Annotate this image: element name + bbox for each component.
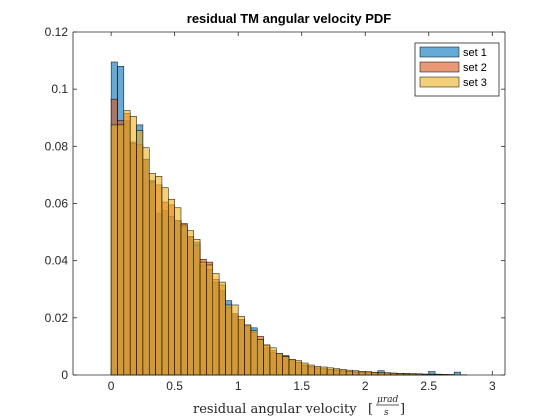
histogram-bar-set-3 [371, 371, 379, 376]
histogram-bar-set-3 [129, 116, 137, 376]
histogram-bar-set-3 [288, 359, 296, 376]
histogram-bar-set-3 [174, 207, 182, 376]
histogram-bar-set-3 [263, 344, 271, 376]
histogram-bar-set-3 [333, 368, 341, 376]
x-tick-label: 3 [489, 379, 496, 393]
histogram-bar-set-3 [339, 369, 347, 376]
y-tick-label: 0.04 [45, 254, 69, 268]
histogram-bar-set-3 [199, 261, 207, 376]
legend-label-set-2: set 2 [463, 62, 487, 74]
histogram-bar-set-3 [295, 360, 302, 376]
legend: set 1 set 2 set 3 [414, 42, 500, 97]
histogram-bar-set-3 [206, 264, 214, 376]
x-axis-unit-denominator: s [384, 408, 389, 418]
x-axis-unit-numerator: μrad [377, 395, 399, 405]
histogram-bar-set-3 [301, 362, 309, 376]
x-tick-label: 2.5 [420, 379, 437, 393]
histogram-bar-set-3 [110, 124, 118, 376]
histogram-bar-set-3 [142, 147, 150, 376]
histogram-bar-set-3 [117, 124, 125, 376]
histogram-bar-set-3 [193, 238, 201, 376]
histogram-bar-set-3 [345, 369, 353, 376]
y-tick-label: 0.1 [51, 82, 68, 96]
histogram-bars [110, 61, 468, 376]
legend-label-set-3: set 3 [463, 77, 487, 89]
histogram-bar-set-3 [212, 273, 220, 376]
histogram-bar-set-3 [352, 370, 360, 376]
y-tick-label: 0 [61, 368, 68, 382]
y-tick-label: 0.06 [45, 197, 69, 211]
histogram-bar-set-3 [168, 198, 175, 376]
chart-title: residual TM angular velocity PDF [187, 11, 391, 26]
legend-label-set-1: set 1 [463, 47, 487, 59]
x-axis-label-bracket-close: ] [400, 402, 405, 417]
x-tick-label: 2 [362, 379, 369, 393]
legend-swatch-set-1 [419, 46, 460, 58]
histogram-bar-set-3 [155, 176, 163, 376]
histogram-bar-set-3 [276, 353, 283, 376]
histogram-bar-set-3 [364, 371, 372, 376]
histogram-bar-set-3 [244, 324, 252, 376]
histogram-bar-set-3 [282, 356, 290, 376]
x-axis-label-group: residual angular velocity [ μrad s ] [193, 395, 405, 418]
histogram-bar-set-3 [123, 110, 131, 376]
x-axis-label: residual angular velocity [193, 402, 357, 417]
x-axis-label-bracket-open: [ [368, 402, 373, 417]
histogram-bar-set-3 [250, 330, 258, 376]
histogram-bar-set-3 [225, 304, 233, 376]
histogram-bar-set-3 [161, 187, 169, 376]
histogram-bar-set-3 [358, 371, 366, 376]
legend-swatch-set-2 [419, 61, 460, 73]
x-tick-label: 0 [108, 379, 115, 393]
x-tick-label: 1.5 [293, 379, 310, 393]
x-ticks: 0 0.5 1 1.5 2 2.5 3 [108, 32, 496, 393]
legend-swatch-set-3 [419, 76, 460, 88]
x-tick-label: 0.5 [166, 379, 183, 393]
histogram-bar-set-3 [326, 367, 334, 376]
histogram-bar-set-3 [180, 224, 188, 376]
histogram-bar-set-3 [320, 366, 328, 376]
y-tick-label: 0.12 [45, 25, 69, 39]
histogram-bar-set-3 [148, 173, 156, 376]
y-tick-label: 0.02 [45, 311, 69, 325]
histogram-bar-set-3 [256, 339, 264, 376]
histogram-bar-set-3 [187, 230, 194, 376]
histogram-bar-set-3 [231, 304, 239, 376]
histogram-bar-set-3 [237, 316, 245, 376]
y-ticks: 0 0.02 0.04 0.06 0.08 0.1 0.12 [45, 25, 505, 382]
histogram-bar-set-3 [307, 364, 315, 376]
histogram-bar-set-1 [453, 371, 461, 376]
histogram-bar-set-3 [269, 347, 277, 376]
histogram-bar-set-3 [136, 130, 144, 376]
x-tick-label: 1 [235, 379, 242, 393]
histogram-bar-set-3 [218, 281, 226, 376]
histogram-bar-set-3 [314, 366, 322, 376]
y-tick-label: 0.08 [45, 139, 69, 153]
